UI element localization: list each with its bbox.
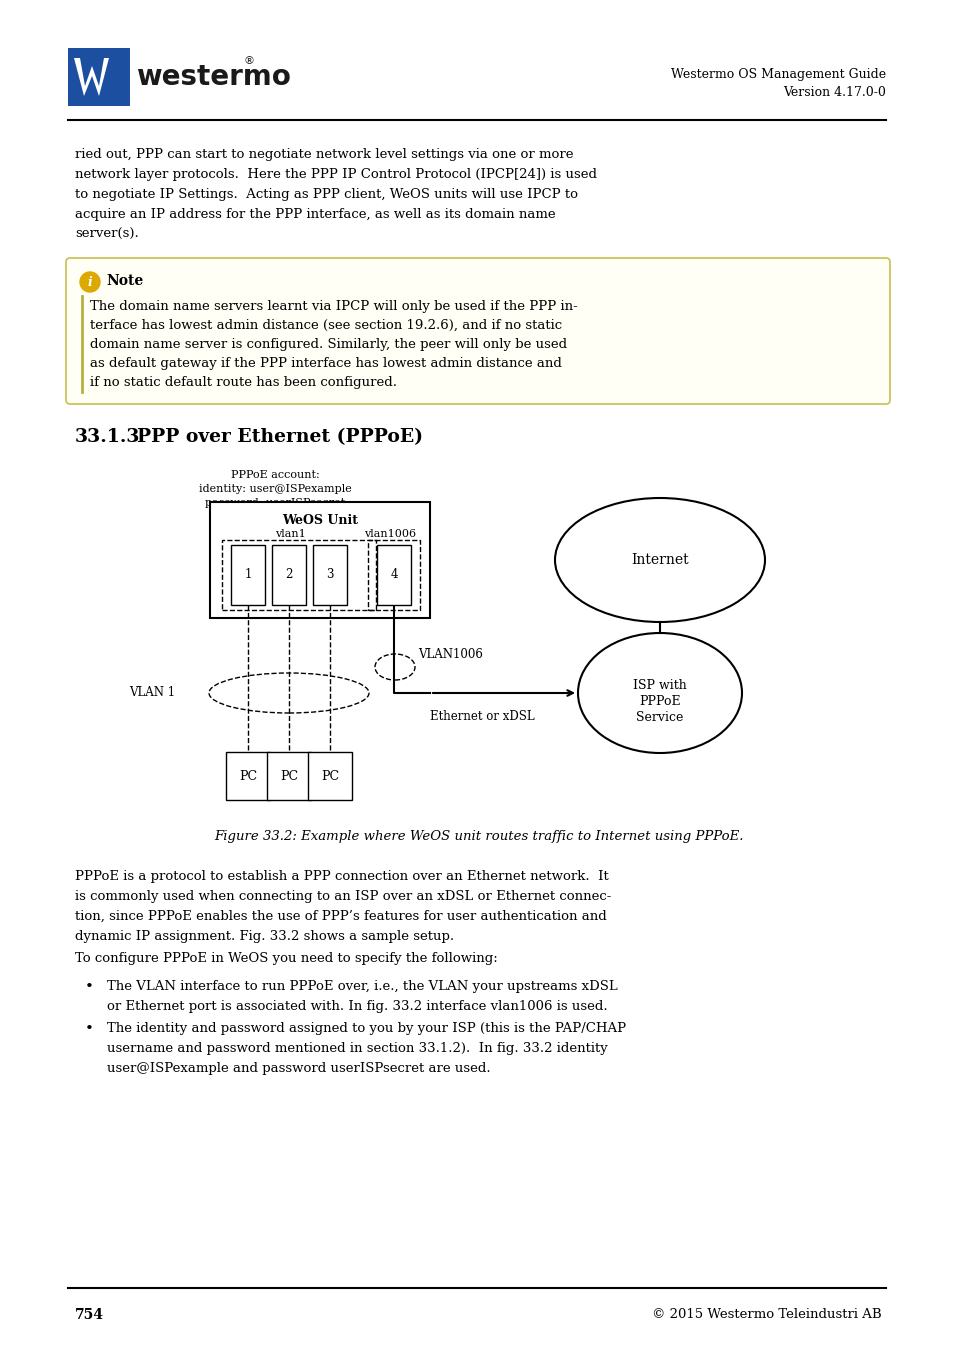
Text: PPP over Ethernet (PPPoE): PPP over Ethernet (PPPoE)	[137, 428, 422, 446]
Text: 1: 1	[244, 568, 252, 582]
FancyBboxPatch shape	[267, 752, 311, 801]
Text: To configure PPPoE in WeOS you need to specify the following:: To configure PPPoE in WeOS you need to s…	[75, 952, 497, 965]
Text: to negotiate IP Settings.  Acting as PPP client, WeOS units will use IPCP to: to negotiate IP Settings. Acting as PPP …	[75, 188, 578, 201]
Ellipse shape	[555, 498, 764, 622]
Text: Service: Service	[636, 711, 683, 724]
Text: terface has lowest admin distance (see section 19.2.6), and if no static: terface has lowest admin distance (see s…	[90, 319, 561, 332]
FancyBboxPatch shape	[68, 49, 130, 107]
Text: identity: user@ISPexample: identity: user@ISPexample	[198, 485, 351, 494]
FancyBboxPatch shape	[66, 258, 889, 404]
Text: is commonly used when connecting to an ISP over an xDSL or Ethernet connec-: is commonly used when connecting to an I…	[75, 890, 611, 903]
Text: domain name server is configured. Similarly, the peer will only be used: domain name server is configured. Simila…	[90, 338, 566, 351]
Text: i: i	[88, 275, 92, 289]
Text: PPPoE is a protocol to establish a PPP connection over an Ethernet network.  It: PPPoE is a protocol to establish a PPP c…	[75, 869, 608, 883]
Text: as default gateway if the PPP interface has lowest admin distance and: as default gateway if the PPP interface …	[90, 356, 561, 370]
FancyBboxPatch shape	[308, 752, 352, 801]
Text: Ethernet or xDSL: Ethernet or xDSL	[430, 710, 534, 724]
Text: PPPoE: PPPoE	[639, 695, 680, 707]
Text: The identity and password assigned to you by your ISP (this is the PAP/CHAP: The identity and password assigned to yo…	[107, 1022, 625, 1035]
Text: 2: 2	[285, 568, 293, 582]
FancyBboxPatch shape	[313, 545, 347, 605]
Text: PPPoE account:: PPPoE account:	[231, 470, 319, 481]
Text: ried out, PPP can start to negotiate network level settings via one or more: ried out, PPP can start to negotiate net…	[75, 148, 573, 161]
Text: PC: PC	[238, 769, 256, 783]
FancyBboxPatch shape	[210, 502, 430, 618]
Text: Figure 33.2: Example where WeOS unit routes traffic to Internet using PPPoE.: Figure 33.2: Example where WeOS unit rou…	[213, 830, 742, 842]
Text: vlan1006: vlan1006	[363, 529, 416, 539]
Text: if no static default route has been configured.: if no static default route has been conf…	[90, 377, 396, 389]
Text: tion, since PPPoE enables the use of PPP’s features for user authentication and: tion, since PPPoE enables the use of PPP…	[75, 910, 606, 923]
Text: 754: 754	[75, 1308, 104, 1322]
Text: vlan1: vlan1	[274, 529, 305, 539]
Text: PC: PC	[279, 769, 297, 783]
Text: WeOS Unit: WeOS Unit	[282, 514, 357, 526]
Text: ISP with: ISP with	[633, 679, 686, 693]
Text: VLAN 1: VLAN 1	[129, 687, 174, 699]
Text: Note: Note	[106, 274, 143, 288]
Text: 33.1.3: 33.1.3	[75, 428, 140, 446]
Text: Westermo OS Management Guide: Westermo OS Management Guide	[670, 68, 885, 81]
Text: user@ISPexample and password userISPsecret are used.: user@ISPexample and password userISPsecr…	[107, 1062, 490, 1075]
Text: PC: PC	[320, 769, 338, 783]
Circle shape	[80, 271, 100, 292]
Text: © 2015 Westermo Teleindustri AB: © 2015 Westermo Teleindustri AB	[652, 1308, 882, 1322]
FancyBboxPatch shape	[231, 545, 265, 605]
Text: Version 4.17.0-0: Version 4.17.0-0	[782, 86, 885, 99]
Text: dynamic IP assignment. Fig. 33.2 shows a sample setup.: dynamic IP assignment. Fig. 33.2 shows a…	[75, 930, 454, 944]
Ellipse shape	[578, 633, 741, 753]
Text: username and password mentioned in section 33.1.2).  In fig. 33.2 identity: username and password mentioned in secti…	[107, 1042, 607, 1054]
Text: •: •	[85, 980, 93, 994]
Text: westermo: westermo	[136, 63, 291, 90]
Text: server(s).: server(s).	[75, 228, 138, 242]
Text: ®: ®	[244, 55, 254, 66]
Text: or Ethernet port is associated with. In fig. 33.2 interface vlan1006 is used.: or Ethernet port is associated with. In …	[107, 1000, 607, 1012]
Text: password: userISPsecret: password: userISPsecret	[205, 498, 345, 508]
FancyBboxPatch shape	[376, 545, 411, 605]
Text: •: •	[85, 1022, 93, 1035]
Text: 3: 3	[326, 568, 334, 582]
Text: 4: 4	[390, 568, 397, 582]
Text: network layer protocols.  Here the PPP IP Control Protocol (IPCP[24]) is used: network layer protocols. Here the PPP IP…	[75, 167, 597, 181]
Text: Internet: Internet	[631, 554, 688, 567]
FancyBboxPatch shape	[226, 752, 270, 801]
Text: The VLAN interface to run PPPoE over, i.e., the VLAN your upstreams xDSL: The VLAN interface to run PPPoE over, i.…	[107, 980, 618, 994]
Text: VLAN1006: VLAN1006	[417, 648, 482, 662]
Polygon shape	[74, 58, 109, 96]
FancyBboxPatch shape	[272, 545, 306, 605]
Text: The domain name servers learnt via IPCP will only be used if the PPP in-: The domain name servers learnt via IPCP …	[90, 300, 578, 313]
Text: acquire an IP address for the PPP interface, as well as its domain name: acquire an IP address for the PPP interf…	[75, 208, 555, 221]
